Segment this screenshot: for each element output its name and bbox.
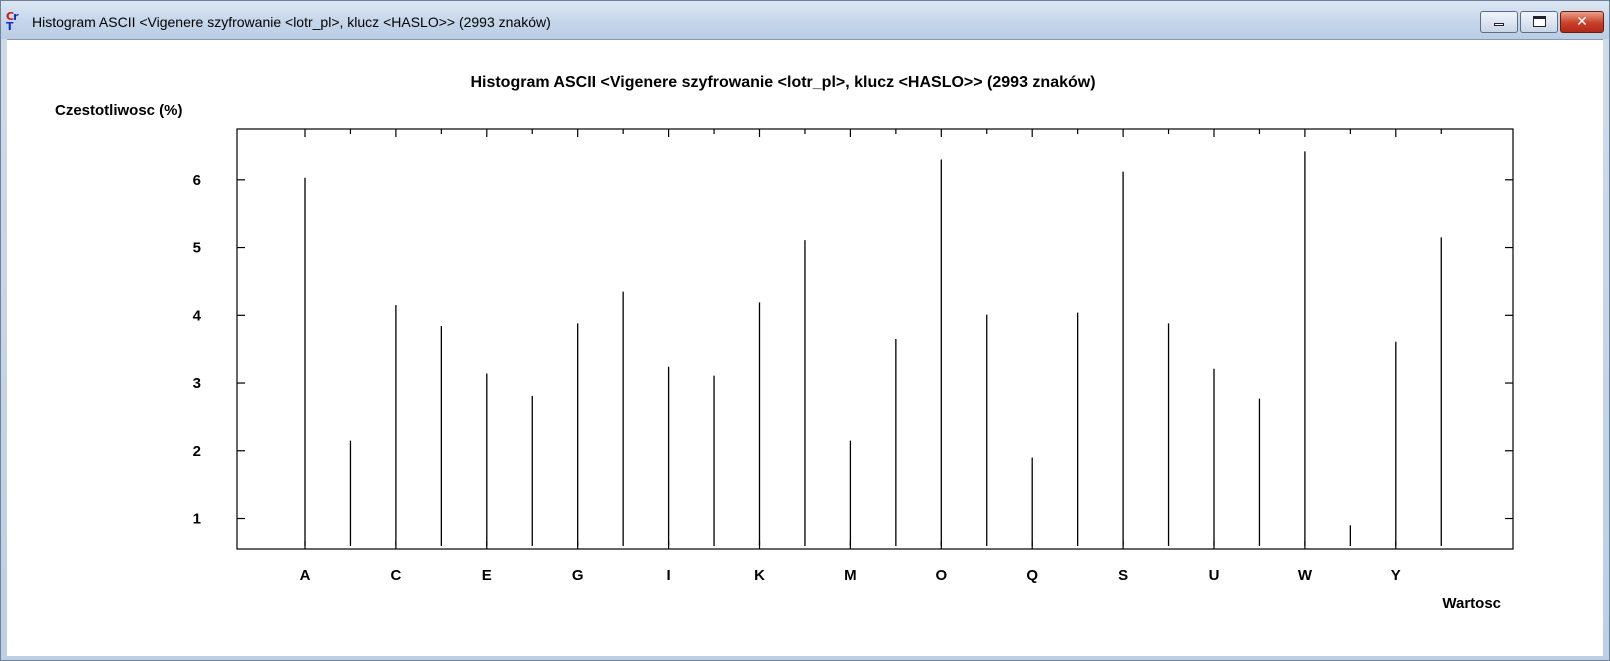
maximize-button[interactable] [1520, 11, 1558, 33]
minimize-icon [1494, 23, 1504, 26]
window-title: Histogram ASCII <Vigenere szyfrowanie <l… [32, 14, 551, 30]
y-tick-label: 1 [193, 511, 201, 528]
y-tick-label: 3 [193, 375, 201, 392]
x-axis-label: Wartosc [1442, 595, 1501, 612]
title-bar[interactable]: Cr T Histogram ASCII <Vigenere szyfrowani… [1, 1, 1609, 39]
histogram-chart: Histogram ASCII <Vigenere szyfrowanie <l… [55, 74, 1514, 612]
x-tick-label: Y [1391, 567, 1401, 584]
close-icon: ✕ [1576, 14, 1588, 30]
close-button[interactable]: ✕ [1560, 11, 1604, 33]
x-tick-label: A [300, 567, 311, 584]
chart-title: Histogram ASCII <Vigenere szyfrowanie <l… [470, 74, 1095, 91]
y-tick-label: 2 [193, 443, 201, 460]
cryptool-icon[interactable]: Cr T [6, 10, 19, 33]
plot-frame [236, 128, 1514, 550]
x-tick-label: Q [1026, 567, 1038, 584]
x-tick-label: E [482, 567, 492, 584]
y-axis-label: Czestotliwosc (%) [55, 102, 183, 119]
chart-area: Histogram ASCII <Vigenere szyfrowanie <l… [7, 39, 1603, 656]
x-tick-label: C [390, 567, 401, 584]
x-tick-label: K [754, 567, 765, 584]
y-tick-label: 5 [193, 240, 201, 257]
x-tick-label: S [1118, 567, 1128, 584]
x-tick-label: W [1298, 567, 1313, 584]
maximize-icon [1533, 16, 1546, 27]
y-tick-label: 4 [193, 307, 202, 324]
x-tick-label: U [1209, 567, 1220, 584]
minimize-button[interactable] [1480, 11, 1518, 33]
x-tick-label: G [572, 567, 584, 584]
x-tick-label: M [844, 567, 857, 584]
y-tick-label: 6 [193, 172, 201, 189]
x-tick-label: I [667, 567, 671, 584]
x-tick-label: O [935, 567, 947, 584]
